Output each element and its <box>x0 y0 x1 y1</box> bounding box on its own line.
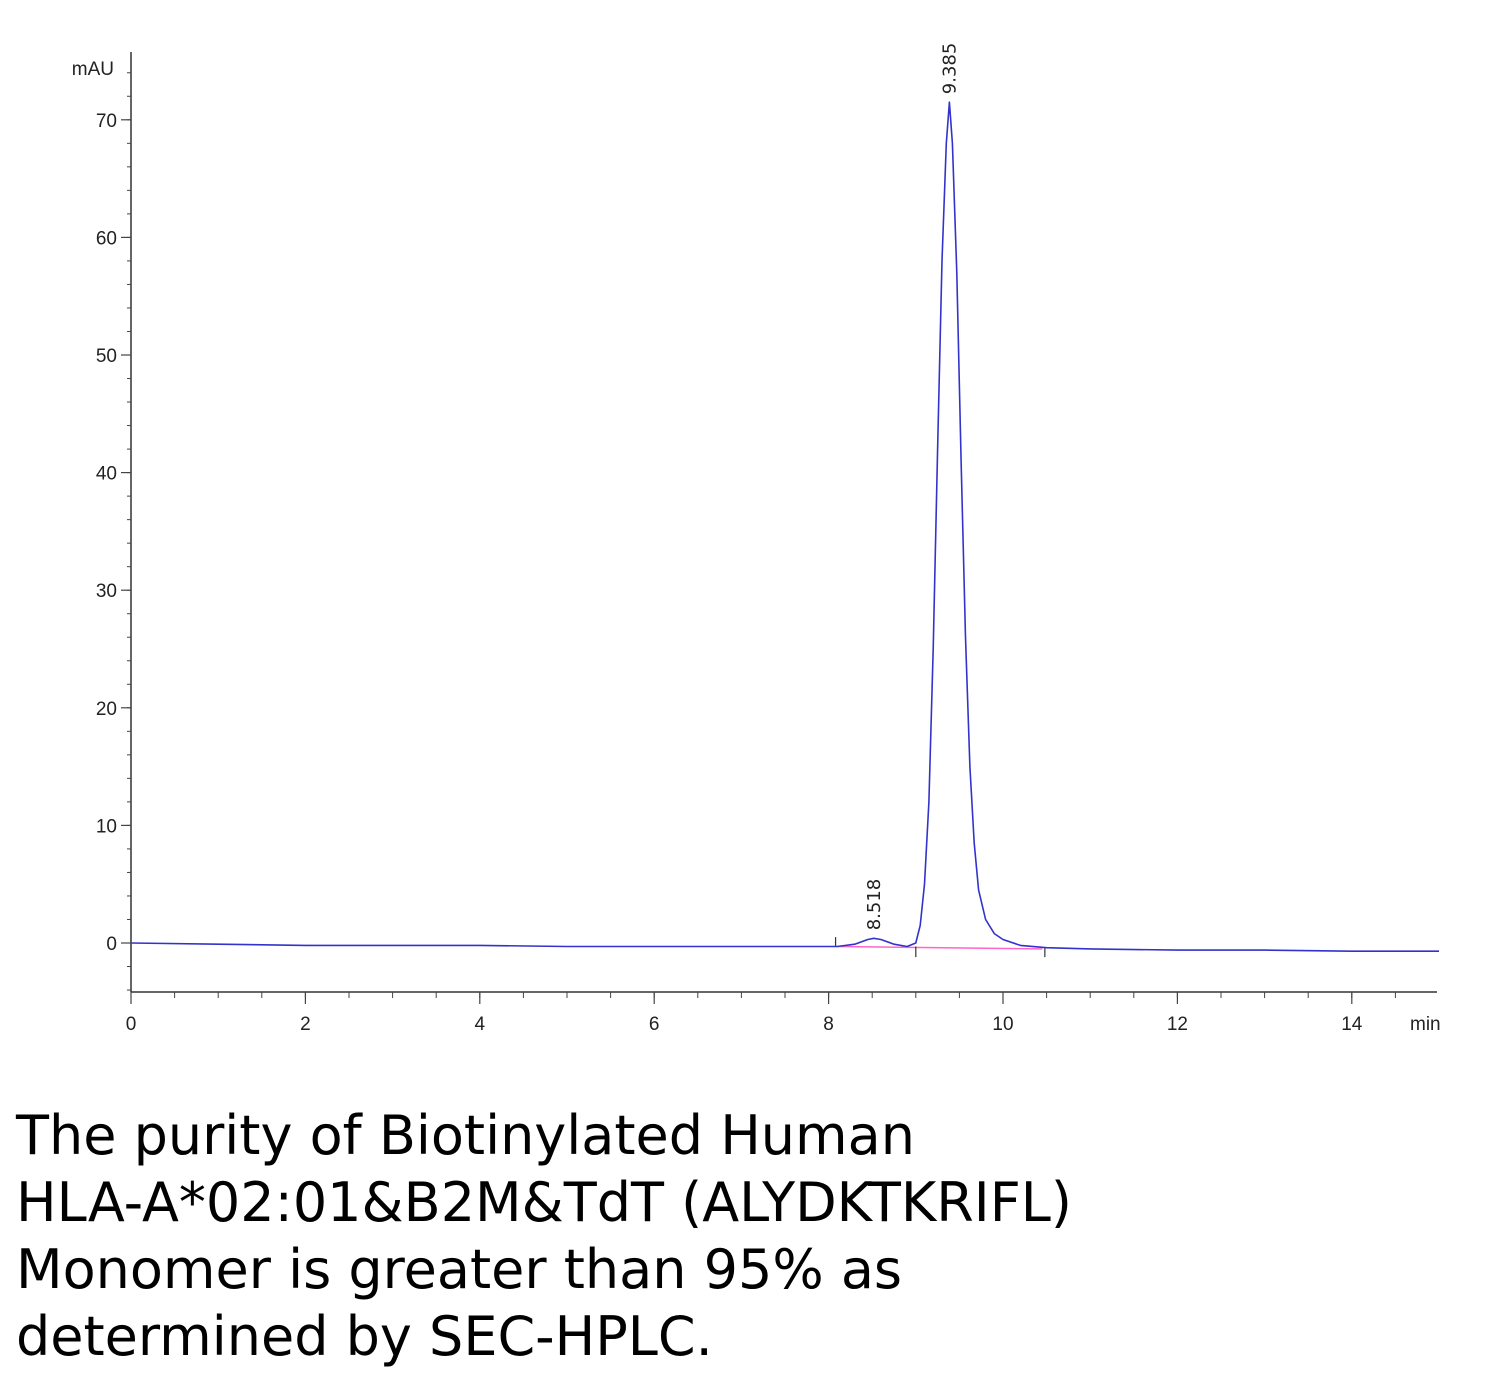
y-tick-label: 30 <box>96 581 117 602</box>
x-tick-label: 0 <box>126 1014 137 1035</box>
chromatogram-chart: 0 10 20 30 40 50 60 70 0 2 4 6 8 10 12 14 mAU min 8.518 9.3… <box>72 43 1441 1035</box>
chart-marks <box>130 101 1439 958</box>
y-tick-label: 50 <box>96 346 117 367</box>
y-tick-label: 70 <box>96 111 117 132</box>
figure-caption: The purity of Biotinylated Human HLA-A*0… <box>16 1102 1486 1370</box>
y-tick-label: 20 <box>96 699 117 720</box>
integration-baseline <box>837 945 1043 950</box>
y-tick-label: 40 <box>96 464 117 485</box>
chart-ticks <box>121 72 1396 1004</box>
x-tick-label: 4 <box>475 1014 486 1035</box>
x-tick-label: 6 <box>649 1014 660 1035</box>
chromatogram-trace-1 <box>130 101 1439 952</box>
y-tick-label: 10 <box>96 816 117 837</box>
caption-line-2: HLA-A*02:01&B2M&TdT (ALYDKTKRIFL) <box>16 1171 1072 1234</box>
x-tick-label: 8 <box>823 1014 834 1035</box>
x-axis-unit-label: min <box>1410 1014 1441 1035</box>
caption-line-4: determined by SEC-HPLC. <box>16 1305 713 1368</box>
peak-label-1: 8.518 <box>864 879 885 931</box>
caption-line-3: Monomer is greater than 95% as <box>16 1238 903 1301</box>
x-tick-label: 14 <box>1341 1014 1363 1035</box>
chart-labels: 0 10 20 30 40 50 60 70 0 2 4 6 8 10 12 14 mAU min 8.518 9.3… <box>72 43 1441 1035</box>
x-tick-label: 2 <box>300 1014 311 1035</box>
x-tick-label: 12 <box>1167 1014 1188 1035</box>
y-tick-label: 0 <box>106 934 117 955</box>
caption-line-1: The purity of Biotinylated Human <box>16 1104 915 1167</box>
chart-axes <box>130 52 1437 993</box>
y-tick-label: 60 <box>96 228 117 249</box>
x-tick-label: 10 <box>992 1014 1013 1035</box>
y-axis-unit-label: mAU <box>72 59 114 80</box>
peak-label-2: 9.385 <box>939 43 960 95</box>
